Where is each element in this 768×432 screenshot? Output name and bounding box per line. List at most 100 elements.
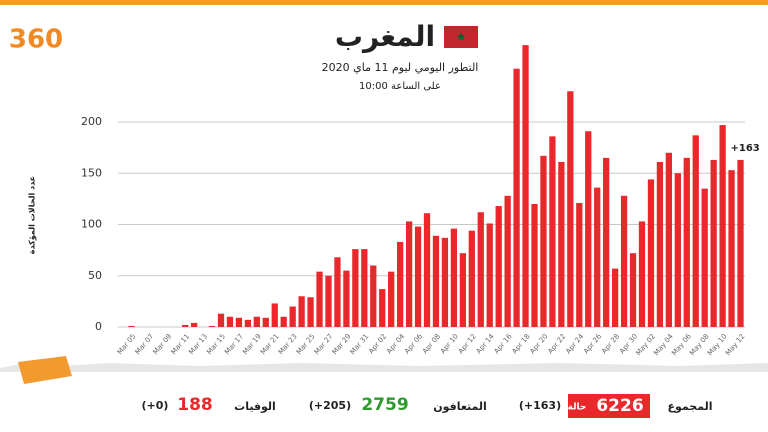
bar bbox=[235, 317, 243, 327]
bar bbox=[352, 249, 359, 327]
x-tick-label: Apr 22 bbox=[546, 332, 567, 355]
x-tick-label: Apr 12 bbox=[457, 332, 478, 355]
bar bbox=[334, 257, 341, 327]
x-tick-label: Apr 26 bbox=[582, 332, 603, 355]
y-tick-label: 100 bbox=[81, 218, 102, 231]
bar bbox=[226, 316, 234, 327]
bar bbox=[567, 91, 574, 327]
bar bbox=[432, 235, 440, 327]
bar bbox=[217, 313, 225, 327]
x-tick-label: Apr 14 bbox=[475, 332, 496, 355]
x-tick-label: May 12 bbox=[724, 332, 747, 357]
bar bbox=[540, 155, 547, 327]
bar bbox=[683, 157, 690, 327]
bar bbox=[504, 195, 511, 327]
bar bbox=[325, 275, 332, 327]
bar bbox=[629, 253, 637, 327]
bar bbox=[262, 317, 269, 327]
y-tick-label: 200 bbox=[81, 115, 102, 128]
bar bbox=[370, 265, 377, 327]
deaths: 188 bbox=[177, 395, 213, 415]
bar bbox=[441, 237, 449, 327]
recovered-new: (+205) bbox=[309, 399, 351, 412]
bar bbox=[728, 170, 735, 327]
deaths-label: الوفيات bbox=[234, 400, 276, 413]
x-tick-label: Apr 06 bbox=[403, 332, 424, 355]
x-tick-label: Apr 24 bbox=[564, 332, 585, 355]
total-box bbox=[568, 394, 650, 418]
x-tick-label: Apr 28 bbox=[600, 332, 621, 355]
bar bbox=[316, 271, 323, 327]
bar bbox=[414, 226, 422, 327]
subtitle: التطور اليومي ليوم 11 ماي 2020 bbox=[322, 61, 479, 74]
bar bbox=[423, 213, 431, 327]
y-tick-label: 50 bbox=[88, 269, 102, 282]
bar bbox=[253, 316, 260, 327]
y-tick-label: 150 bbox=[81, 166, 102, 179]
bar bbox=[289, 306, 296, 327]
total: 6226 bbox=[596, 396, 643, 416]
bar bbox=[558, 161, 565, 327]
bar bbox=[638, 221, 646, 327]
bar bbox=[477, 212, 484, 327]
bar bbox=[468, 230, 475, 327]
bar bbox=[298, 296, 305, 327]
total-new: (+163) bbox=[519, 399, 561, 412]
bar bbox=[701, 188, 708, 327]
bar bbox=[405, 221, 413, 327]
bar bbox=[603, 157, 610, 327]
deaths-new: (+0) bbox=[142, 399, 169, 412]
bar bbox=[549, 136, 556, 327]
flag-star: ★ bbox=[456, 30, 467, 44]
bar bbox=[450, 228, 458, 327]
bar bbox=[397, 241, 404, 327]
bar bbox=[513, 68, 520, 327]
x-tick-label: Mar 31 bbox=[349, 332, 371, 356]
y-axis-label: عدد الحالات المؤكدة bbox=[28, 176, 37, 254]
bar bbox=[191, 322, 198, 327]
bar bbox=[576, 202, 583, 327]
top-strip bbox=[0, 0, 768, 5]
chart-title: المغرب bbox=[335, 20, 435, 53]
x-tick-label: Apr 18 bbox=[511, 332, 532, 355]
bar bbox=[208, 325, 216, 327]
x-tick-label: Apr 20 bbox=[528, 332, 549, 355]
annotation: +163 bbox=[731, 143, 760, 154]
recovered-label: المتعافون bbox=[433, 400, 487, 413]
bar bbox=[710, 159, 717, 327]
bar bbox=[647, 179, 655, 327]
bar bbox=[692, 135, 699, 327]
bar bbox=[182, 324, 189, 327]
bar bbox=[674, 173, 681, 327]
bar bbox=[244, 319, 252, 327]
bar bbox=[361, 249, 368, 327]
bar bbox=[128, 325, 135, 327]
bar bbox=[594, 187, 601, 327]
bar bbox=[388, 271, 395, 327]
tape bbox=[18, 356, 72, 384]
bar bbox=[379, 289, 386, 327]
x-tick-label: Apr 10 bbox=[439, 332, 460, 355]
bar bbox=[611, 268, 619, 327]
bar bbox=[280, 316, 287, 327]
bar bbox=[307, 297, 314, 327]
total-unit: حالة bbox=[568, 403, 587, 413]
x-tick-label: Apr 04 bbox=[385, 332, 406, 355]
bar bbox=[459, 253, 466, 327]
bar bbox=[620, 195, 628, 327]
x-tick-label: Apr 08 bbox=[421, 332, 442, 355]
bar bbox=[737, 159, 744, 327]
x-tick-label: Apr 16 bbox=[493, 332, 514, 355]
flag bbox=[444, 26, 478, 48]
bar bbox=[585, 131, 592, 327]
torn-strip bbox=[0, 363, 768, 372]
bar bbox=[495, 206, 502, 327]
bar bbox=[343, 270, 350, 327]
recovered: 2759 bbox=[361, 395, 408, 415]
y-tick-label: 0 bbox=[95, 320, 102, 333]
bar bbox=[656, 161, 664, 327]
bar bbox=[271, 303, 278, 327]
bar bbox=[486, 223, 493, 327]
bar bbox=[522, 45, 529, 327]
